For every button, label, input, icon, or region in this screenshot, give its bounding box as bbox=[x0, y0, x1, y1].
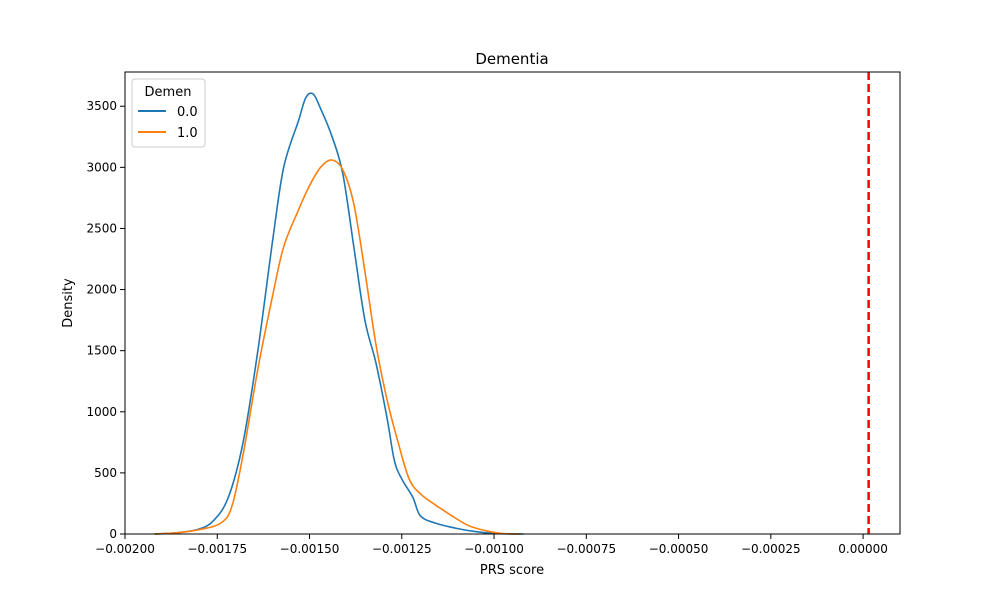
x-tick-label: −0.00150 bbox=[280, 542, 340, 556]
x-axis-label: PRS score bbox=[480, 563, 544, 578]
x-tick-label: −0.00200 bbox=[95, 542, 155, 556]
y-tick-label: 2500 bbox=[86, 221, 117, 235]
x-tick-label: −0.00175 bbox=[187, 542, 247, 556]
x-tick-label: −0.00100 bbox=[464, 542, 524, 556]
series-layer bbox=[154, 92, 524, 535]
legend-title: Demen bbox=[145, 85, 192, 100]
x-tick-label: −0.00050 bbox=[649, 542, 709, 556]
x-axis-ticks: −0.00200 −0.00175 −0.00150 −0.00125 −0.00100… bbox=[95, 534, 888, 556]
y-tick-label: 3500 bbox=[86, 99, 117, 113]
y-tick-label: 1500 bbox=[86, 344, 117, 358]
x-tick-label: −0.00075 bbox=[556, 542, 616, 556]
legend-box bbox=[131, 78, 206, 148]
y-tick-label: 3000 bbox=[86, 160, 117, 174]
y-axis-label: Density bbox=[61, 278, 76, 328]
legend: Demen 0.0 1.0 bbox=[131, 78, 206, 148]
x-tick-label: −0.00125 bbox=[372, 542, 432, 556]
chart-title: Dementia bbox=[475, 50, 548, 68]
x-tick-label: 0.00000 bbox=[838, 542, 888, 556]
y-axis-ticks: 0 500 1000 1500 2000 2500 3000 3500 bbox=[86, 99, 125, 541]
y-tick-label: 500 bbox=[94, 466, 117, 480]
plot-frame bbox=[124, 71, 901, 535]
legend-label-1: 1.0 bbox=[177, 126, 198, 141]
y-tick-label: 1000 bbox=[86, 405, 117, 419]
y-tick-label: 0 bbox=[109, 527, 117, 541]
series-line-1 bbox=[154, 159, 520, 535]
legend-label-0: 0.0 bbox=[177, 105, 198, 120]
plot-area bbox=[125, 72, 900, 534]
x-tick-label: −0.00025 bbox=[741, 542, 801, 556]
series-line-0 bbox=[154, 92, 524, 535]
y-tick-label: 2000 bbox=[86, 283, 117, 297]
